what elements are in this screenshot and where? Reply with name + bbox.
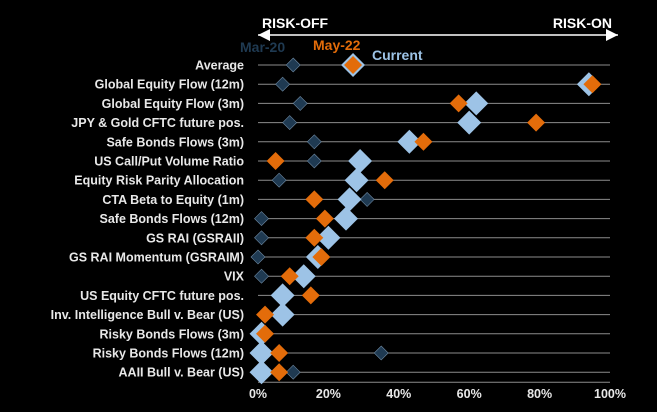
- marker-may-22: [305, 190, 324, 209]
- x-tick-label: 60%: [457, 387, 482, 401]
- x-tick-label: 20%: [316, 387, 341, 401]
- category-label: CTA Beta to Equity (1m): [102, 193, 244, 207]
- marker-current: [348, 149, 373, 173]
- marker-current: [291, 264, 316, 289]
- marker-current: [334, 206, 358, 231]
- category-label: Global Equity Flow (3m): [102, 97, 244, 111]
- marker-current: [270, 283, 295, 308]
- marker-may-22: [449, 94, 468, 113]
- marker-may-22: [344, 56, 363, 74]
- marker-mar-20: [282, 115, 298, 131]
- marker-current: [457, 110, 482, 135]
- category-label: Safe Bonds Flows (3m): [106, 135, 244, 149]
- marker-may-22: [305, 228, 324, 247]
- category-label: Inv. Intelligence Bull v. Bear (US): [51, 308, 244, 322]
- category-label: AAII Bull v. Bear (US): [119, 366, 244, 380]
- marker-may-22: [301, 286, 320, 305]
- marker-current: [397, 129, 422, 154]
- category-labels: Average Global Equity Flow (12m) Global Eq…: [51, 59, 245, 380]
- x-tick-label: 100%: [594, 387, 626, 401]
- category-label: Safe Bonds Flows (12m): [100, 212, 244, 226]
- marker-mar-20: [285, 57, 301, 73]
- category-label: US Equity CFTC future pos.: [80, 289, 244, 303]
- data-markers: [249, 53, 602, 385]
- marker-current: [337, 187, 362, 212]
- marker-mar-20: [292, 95, 308, 111]
- marker-mar-20: [250, 249, 266, 265]
- marker-mar-20: [359, 191, 375, 207]
- marker-may-22: [375, 171, 394, 190]
- marker-current: [249, 341, 274, 365]
- marker-mar-20: [285, 364, 301, 380]
- category-label: Risky Bonds Flows (3m): [100, 327, 244, 341]
- marker-may-22: [266, 152, 285, 170]
- legend-mar-20: Mar-20: [240, 39, 285, 55]
- x-tick-label: 0%: [249, 387, 267, 401]
- risk-on-label: RISK-ON: [553, 15, 612, 31]
- legend-current: Current: [372, 47, 423, 63]
- marker-may-22: [312, 248, 331, 266]
- category-label: Global Equity Flow (12m): [95, 78, 244, 92]
- marker-may-22: [256, 305, 275, 324]
- marker-may-22: [280, 267, 299, 286]
- marker-mar-20: [373, 345, 389, 361]
- marker-may-22: [527, 113, 546, 132]
- category-label: Equity Risk Parity Allocation: [74, 174, 244, 188]
- marker-current: [249, 360, 274, 385]
- marker-may-22: [315, 209, 334, 228]
- category-label: VIX: [224, 270, 245, 284]
- category-label: GS RAI (GSRAII): [146, 231, 244, 245]
- marker-current: [344, 168, 369, 193]
- legend-may-22: May-22: [313, 37, 361, 53]
- category-label: GS RAI Momentum (GSRAIM): [69, 251, 244, 265]
- category-label: Risky Bonds Flows (12m): [93, 347, 244, 361]
- x-tick-labels: 0% 20% 40% 60% 80% 100%: [249, 387, 626, 401]
- marker-current: [316, 225, 341, 250]
- category-label: US Call/Put Volume Ratio: [94, 155, 244, 169]
- marker-may-22: [583, 75, 602, 94]
- category-label: Average: [195, 59, 244, 73]
- category-label: JPY & Gold CFTC future pos.: [71, 116, 244, 130]
- gridlines: [258, 64, 610, 383]
- marker-may-22: [256, 324, 275, 343]
- x-tick-label: 80%: [527, 387, 552, 401]
- marker-mar-20: [306, 134, 322, 150]
- marker-mar-20: [306, 153, 322, 169]
- marker-mar-20: [271, 172, 287, 188]
- marker-current: [270, 302, 295, 327]
- x-tick-label: 40%: [386, 387, 411, 401]
- risk-off-label: RISK-OFF: [262, 15, 329, 31]
- marker-may-22: [414, 132, 433, 151]
- marker-may-22: [270, 363, 289, 382]
- marker-mar-20: [254, 268, 269, 284]
- marker-current: [464, 91, 489, 116]
- marker-mar-20: [254, 211, 269, 227]
- marker-mar-20: [254, 230, 269, 246]
- marker-may-22: [270, 344, 289, 362]
- marker-mar-20: [275, 76, 291, 92]
